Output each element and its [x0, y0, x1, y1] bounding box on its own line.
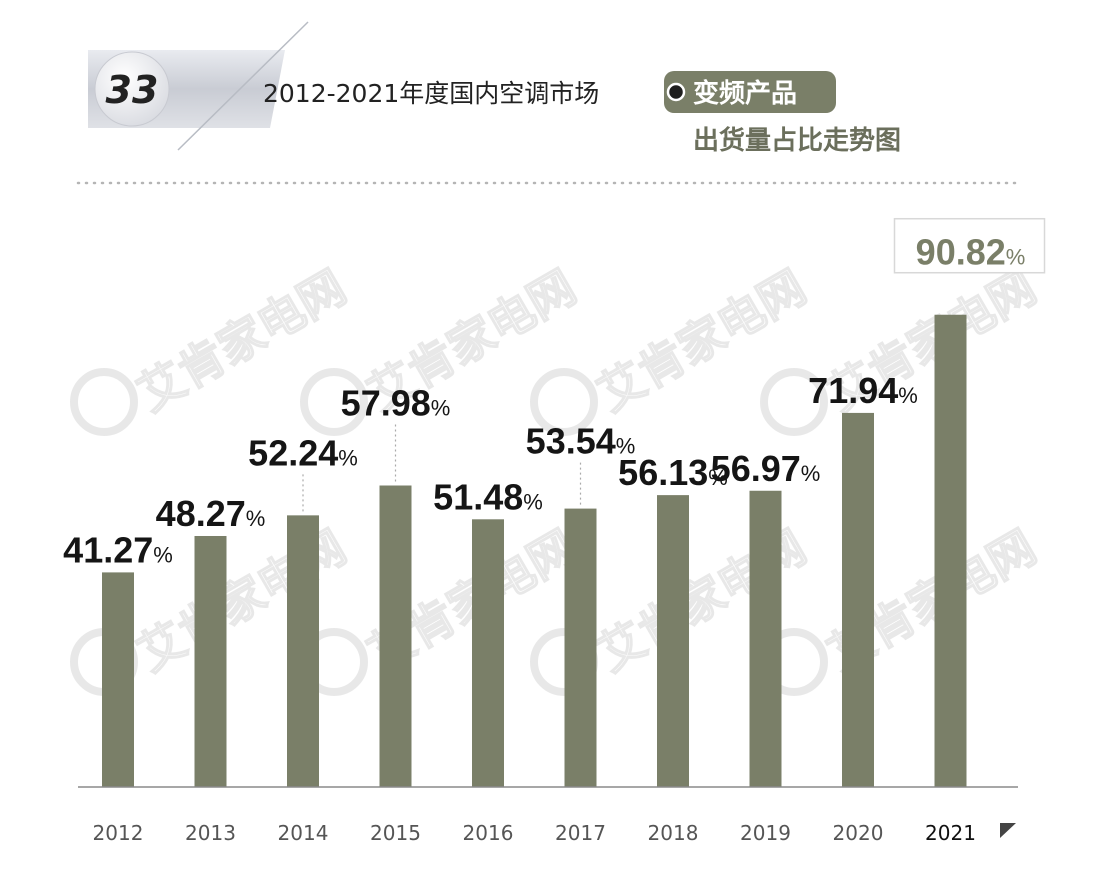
bar-2013: [194, 535, 227, 787]
bar-2021: [934, 314, 967, 787]
title-highlight-bg: [664, 71, 836, 113]
value-label-2019: 56.97%: [711, 448, 821, 489]
x-tick-2013: 2013: [185, 821, 236, 845]
value-label-2018: 56.13%: [618, 452, 728, 493]
x-tick-2016: 2016: [463, 821, 514, 845]
leader-lines: [302, 423, 582, 512]
value-label-2015: 57.98%: [341, 383, 451, 424]
x-tick-2019: 2019: [740, 821, 791, 845]
watermark-logo-icon: [300, 368, 368, 436]
bars: [102, 314, 967, 787]
watermark-text: 艾肯家电网: [129, 260, 355, 422]
chart-title-line2: 出货量占比走势图: [693, 125, 901, 156]
bar-2017: [564, 508, 597, 787]
title-bullet-icon: [666, 82, 686, 102]
watermark-logo-icon: [530, 368, 598, 436]
badge-number: 33: [106, 68, 159, 112]
header-badge: 33: [88, 21, 309, 151]
x-tick-2017: 2017: [555, 821, 606, 845]
bar-2018: [657, 495, 689, 787]
watermark-text: 艾肯家电网: [589, 260, 815, 422]
value-label-2021: 90.82%: [916, 232, 1026, 273]
x-axis-ticks: 2012 2013 2014 2015 2016 2017 2018 2019 2020 2021: [93, 821, 976, 845]
watermark-logo-icon: [70, 368, 138, 436]
bar-2015: [379, 485, 412, 787]
watermark-logo-icon: [760, 368, 828, 436]
chart-title-line1: 2012-2021年度国内空调市场: [263, 79, 599, 108]
value-label-2017: 53.54%: [526, 421, 636, 462]
x-tick-2012: 2012: [93, 821, 144, 845]
x-tick-2021: 2021: [925, 821, 976, 845]
x-tick-2020: 2020: [833, 821, 884, 845]
watermark: 艾肯家电网: [70, 259, 355, 436]
bar-2014: [287, 515, 319, 787]
watermark: 艾肯家电网: [300, 519, 585, 696]
value-label-box: [893, 217, 1046, 274]
x-tick-2014: 2014: [278, 821, 329, 845]
bar-2020: [842, 412, 874, 787]
bar-2019: [749, 490, 782, 787]
x-tick-2015: 2015: [370, 821, 421, 845]
x-tick-2018: 2018: [648, 821, 699, 845]
title-highlight-text: 变频产品: [693, 78, 797, 109]
title-highlight: 变频产品: [664, 71, 836, 113]
value-label-2012: 41.27%: [63, 529, 173, 570]
value-labels: 41.27%48.27% 52.24% 57.98% 51.48% 53.54%56.1…: [63, 217, 1046, 570]
watermark: 艾肯家电网: [760, 519, 1045, 696]
value-label-2014: 52.24%: [248, 432, 358, 473]
axis-arrow-icon: [1000, 823, 1016, 838]
value-label-2013: 48.27%: [156, 493, 266, 534]
bar-2012: [102, 572, 134, 787]
value-label-2020: 71.94%: [808, 370, 918, 411]
value-label-2016: 51.48%: [433, 476, 543, 517]
watermark: 艾肯家电网: [530, 259, 815, 436]
bar-2016: [472, 519, 504, 787]
